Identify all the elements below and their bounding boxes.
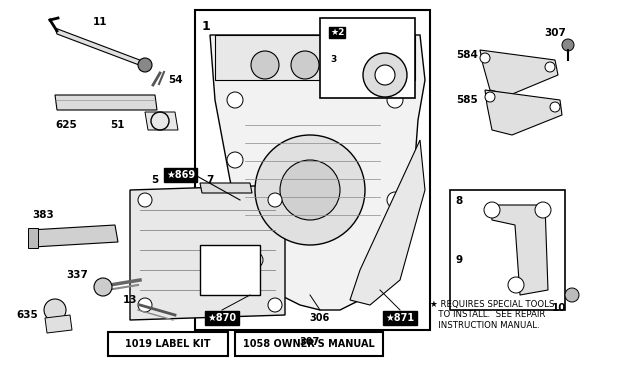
Text: 11: 11 [93, 17, 107, 27]
Circle shape [255, 135, 365, 245]
Bar [450, 190, 565, 310]
Circle shape [317, 343, 327, 353]
Polygon shape [350, 140, 425, 305]
Text: ★870: ★870 [208, 313, 237, 323]
Text: 584: 584 [456, 50, 478, 60]
Circle shape [138, 298, 152, 312]
Circle shape [138, 193, 152, 207]
Circle shape [484, 202, 500, 218]
Circle shape [227, 92, 243, 108]
Text: 307: 307 [544, 28, 566, 38]
Circle shape [361, 51, 389, 79]
Circle shape [138, 58, 152, 72]
Text: ★2: ★2 [330, 28, 344, 37]
Polygon shape [130, 185, 285, 320]
Polygon shape [215, 35, 415, 80]
Text: 8: 8 [455, 196, 463, 206]
Polygon shape [45, 315, 72, 333]
Bar [235, 332, 383, 356]
Text: 625: 625 [55, 120, 77, 130]
Circle shape [227, 152, 243, 168]
Text: 7: 7 [206, 175, 214, 185]
Text: ★ REQUIRES SPECIAL TOOLS
   TO INSTALL.  SEE REPAIR
   INSTRUCTION MANUAL.: ★ REQUIRES SPECIAL TOOLS TO INSTALL. SEE… [430, 300, 554, 330]
Circle shape [363, 53, 407, 97]
Text: 1058 OWNER'S MANUAL: 1058 OWNER'S MANUAL [243, 339, 375, 349]
Circle shape [44, 299, 66, 321]
Text: ★869: ★869 [166, 170, 195, 180]
Text: 585: 585 [456, 95, 478, 105]
Circle shape [508, 277, 524, 293]
Circle shape [94, 278, 112, 296]
Bar [200, 245, 260, 295]
Bar [320, 18, 415, 98]
Bar [108, 332, 228, 356]
Circle shape [387, 92, 403, 108]
Circle shape [247, 252, 263, 268]
Circle shape [291, 51, 319, 79]
Text: 306: 306 [310, 313, 330, 323]
Text: 307: 307 [300, 337, 320, 347]
Polygon shape [55, 28, 147, 68]
Polygon shape [145, 112, 178, 130]
Circle shape [251, 51, 279, 79]
Circle shape [326, 51, 354, 79]
Text: 635: 635 [16, 310, 38, 320]
Circle shape [485, 92, 495, 102]
Text: 1: 1 [202, 20, 211, 33]
Circle shape [268, 298, 282, 312]
Text: ★871: ★871 [386, 313, 415, 323]
Polygon shape [490, 205, 548, 295]
Circle shape [565, 288, 579, 302]
Text: 5: 5 [151, 175, 159, 185]
Text: 3: 3 [330, 55, 336, 64]
Polygon shape [480, 50, 558, 95]
Circle shape [545, 62, 555, 72]
Polygon shape [200, 183, 252, 193]
Circle shape [280, 160, 340, 220]
Polygon shape [210, 35, 425, 310]
Text: 383: 383 [32, 210, 54, 220]
Bar [195, 10, 430, 330]
Text: 10: 10 [552, 303, 566, 313]
Text: 337: 337 [66, 270, 88, 280]
Circle shape [480, 53, 490, 63]
Circle shape [375, 65, 395, 85]
Text: 9: 9 [455, 255, 462, 265]
Circle shape [387, 192, 403, 208]
Text: 51: 51 [110, 120, 125, 130]
Circle shape [268, 193, 282, 207]
Circle shape [562, 39, 574, 51]
Circle shape [550, 102, 560, 112]
Text: 54: 54 [168, 75, 183, 85]
Polygon shape [28, 228, 38, 248]
Circle shape [535, 202, 551, 218]
Circle shape [372, 262, 388, 278]
Polygon shape [55, 95, 157, 110]
Polygon shape [485, 90, 562, 135]
Text: eReplacementParts.com: eReplacementParts.com [200, 176, 420, 194]
Polygon shape [30, 225, 118, 247]
Text: 13: 13 [123, 295, 137, 305]
Text: 1019 LABEL KIT: 1019 LABEL KIT [125, 339, 211, 349]
